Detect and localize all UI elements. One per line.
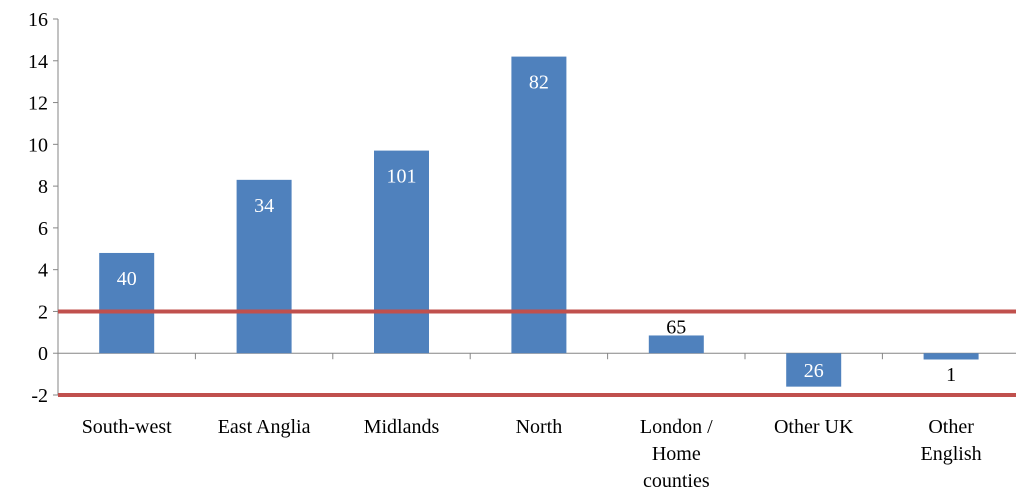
- y-tick-label: 14: [28, 51, 48, 73]
- y-tick-label: -2: [31, 385, 48, 407]
- reference-lines: [58, 309, 1016, 397]
- data-label: 34: [254, 195, 274, 217]
- data-label: 1: [946, 364, 956, 386]
- bar: [923, 353, 979, 360]
- category-labels: South-west East Anglia Midlands North London…: [82, 416, 982, 492]
- y-tick-label: 2: [38, 301, 48, 323]
- y-tick-label: 10: [28, 134, 48, 156]
- y-tick-label: 4: [38, 260, 48, 282]
- y-axis: -2 0 2 4 6 8 10 12 14 16: [28, 9, 59, 407]
- category-label: Midlands: [364, 416, 440, 438]
- bars: [99, 56, 979, 387]
- bar: [374, 150, 429, 354]
- bar: [236, 179, 292, 354]
- category-label: counties: [643, 470, 710, 492]
- category-label: North: [516, 416, 563, 438]
- y-tick-label: 16: [28, 9, 48, 31]
- bar: [786, 353, 842, 387]
- data-labels: 40 34 101 82 65 26 1: [117, 72, 956, 387]
- data-label: 26: [804, 360, 824, 382]
- bar: [99, 252, 155, 354]
- category-label: Other: [928, 416, 974, 438]
- data-label: 40: [117, 268, 137, 290]
- category-label: Other UK: [774, 416, 854, 438]
- y-tick-label: 0: [38, 343, 48, 365]
- data-label: 82: [529, 72, 549, 94]
- category-label: English: [921, 443, 982, 465]
- category-label: Home: [652, 443, 701, 465]
- y-tick-label: 6: [38, 218, 48, 240]
- category-label: East Anglia: [218, 416, 311, 438]
- bar: [648, 335, 704, 354]
- category-label: London /: [640, 416, 713, 438]
- category-label: South-west: [82, 416, 172, 438]
- x-axis: [57, 352, 1016, 360]
- data-label: 101: [387, 166, 417, 188]
- y-tick-label: 12: [28, 93, 48, 115]
- bar: [511, 56, 567, 354]
- data-label: 65: [666, 316, 686, 338]
- y-tick-label: 8: [38, 176, 48, 198]
